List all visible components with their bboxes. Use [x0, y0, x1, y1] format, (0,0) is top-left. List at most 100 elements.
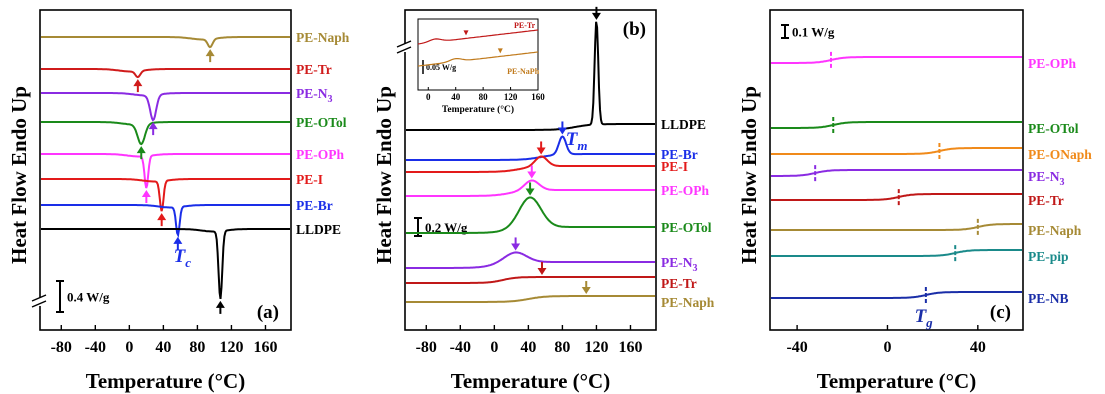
x-tick-label: -40 [85, 339, 106, 356]
x-tick-label: 120 [584, 339, 608, 356]
series-label-pe-n3: PE-N3 [1028, 169, 1065, 188]
inset-x-tick-label: 80 [479, 92, 489, 102]
x-tick-label: -40 [786, 339, 807, 356]
peak-arrow-lldpe [591, 6, 601, 20]
series-label-pe-oph: PE-OPh [1028, 56, 1076, 71]
series-label-pe-naph: PE-Naph [661, 295, 715, 310]
inset-x-tick-label: 160 [531, 92, 545, 102]
axis-break-gap [397, 44, 413, 52]
scale-bar-label: 0.2 W/g [425, 220, 468, 235]
x-tick-label: 40 [155, 339, 171, 356]
y-axis-label: Heat Flow Endo Up [7, 86, 31, 264]
curves [771, 56, 1022, 299]
x-tick-label: 120 [219, 339, 243, 356]
series-line-pe-pip [771, 249, 1022, 257]
inset-series-line-pe-tr [417, 29, 539, 45]
inset-arrow-pe-tr [463, 30, 469, 36]
series-line-lldpe [41, 228, 290, 300]
peak-arrow-pe-n3 [511, 237, 521, 251]
x-axis-label: Temperature (°C) [86, 369, 245, 393]
series-line-pe-naph [771, 223, 1022, 231]
series-label-pe-n3: PE-N3 [296, 86, 333, 105]
x-tick-label: 40 [970, 339, 986, 356]
series-label-pe-tr: PE-Tr [296, 62, 332, 77]
series-line-pe-br [41, 204, 290, 239]
panel-label: (a) [257, 302, 279, 323]
inset-x-tick-label: 120 [504, 92, 518, 102]
series-label-pe-i: PE-I [296, 172, 323, 187]
peak-arrow-pe-naph [581, 281, 591, 295]
x-tick-label: -80 [416, 339, 437, 356]
inset-x-tick-label: 0 [426, 92, 431, 102]
marker-label: Tm [566, 129, 588, 153]
series-label-pe-br: PE-Br [296, 198, 333, 213]
inset-x-axis-label: Temperature (°C) [442, 104, 514, 115]
x-tick-label: 40 [520, 339, 536, 356]
y-axis-label: Heat Flow Endo Up [737, 86, 761, 264]
peak-arrow-pe-oph [141, 190, 151, 204]
peak-arrow-pe-tr [537, 262, 547, 276]
x-tick-label: 160 [618, 339, 642, 356]
series-line-pe-br [406, 135, 655, 161]
x-tick-label: 0 [125, 339, 133, 356]
series-line-pe-otol [41, 121, 290, 146]
peak-arrow-pe-otol [525, 182, 535, 196]
x-tick-label: -40 [450, 339, 471, 356]
peak-arrow-pe-otol [136, 146, 146, 160]
series-label-pe-oph: PE-OPh [296, 147, 344, 162]
series-label-pe-i: PE-I [661, 159, 688, 174]
series-line-pe-naph [41, 36, 290, 49]
axis-break-mark [31, 300, 47, 308]
inset-scale-bar-label: 0.05 W/g [426, 63, 456, 72]
x-axis-label: Temperature (°C) [451, 369, 610, 393]
series-line-pe-n3 [406, 251, 655, 269]
scale-bar: 0.4 W/g [56, 280, 110, 313]
series-label-pe-naph: PE-Naph [296, 30, 350, 45]
scale-bar: 0.1 W/g [781, 24, 835, 40]
panel-2: -80 -40 0 40 80 120 160 Temperature (°C) Heat Fl… [372, 6, 715, 393]
series-label-pe-naph: PE-Naph [1028, 223, 1082, 238]
inset-x-tick-label: 40 [451, 92, 461, 102]
panel-3: -40 0 40 Temperature (°C) Heat Flow Endo Up (… [737, 9, 1092, 393]
axis-break-mark [31, 294, 47, 302]
series-line-pe-oph [406, 179, 655, 197]
series-line-pe-i [41, 178, 290, 212]
series-label-lldpe: LLDPE [661, 117, 706, 132]
series-line-pe-otol [771, 121, 1022, 129]
x-axis-label: Temperature (°C) [817, 369, 976, 393]
peak-arrow-pe-naph [205, 49, 215, 63]
scale-bar-label: 0.1 W/g [792, 25, 835, 40]
peak-arrow-pe-br [557, 121, 567, 135]
marker-label: Tc [174, 246, 192, 270]
x-tick-label: 80 [189, 339, 205, 356]
peak-arrow-pe-tr [133, 79, 143, 93]
plot-frame [404, 9, 657, 331]
series-line-pe-n3 [41, 92, 290, 122]
inset-series-line-pe-naph [417, 51, 539, 67]
series-label-pe-otol: PE-OTol [1028, 121, 1079, 136]
series-line-pe-nb [771, 291, 1022, 299]
panel-label: (c) [990, 302, 1011, 323]
inset-arrow-pe-naph [497, 48, 503, 54]
peak-arrow-pe-i [536, 141, 546, 155]
series-label-pe-otol: PE-OTol [296, 115, 347, 130]
x-tick-label: 160 [253, 339, 277, 356]
series-label-pe-tr: PE-Tr [661, 276, 697, 291]
inset: 0 40 80 120 160 Temperature (°C) 0.05 W/g PE-Tr… [417, 18, 545, 115]
series-line-pe-tr [406, 276, 655, 284]
plot-frame [769, 9, 1024, 331]
y-axis-label: Heat Flow Endo Up [372, 86, 396, 264]
curves [41, 36, 290, 300]
axis-break-gap [32, 298, 48, 306]
series-label-lldpe: LLDPE [296, 222, 341, 237]
curves [406, 21, 655, 303]
x-tick-label: 0 [490, 339, 498, 356]
series-label-pe-pip: PE-pip [1028, 249, 1069, 264]
series-line-lldpe [406, 21, 655, 131]
peak-arrow-pe-br [173, 236, 183, 250]
series-line-pe-oph [771, 56, 1022, 64]
peak-arrow-pe-n3 [148, 122, 158, 136]
series-label-pe-tr: PE-Tr [1028, 193, 1064, 208]
peak-arrow-lldpe [215, 300, 225, 314]
